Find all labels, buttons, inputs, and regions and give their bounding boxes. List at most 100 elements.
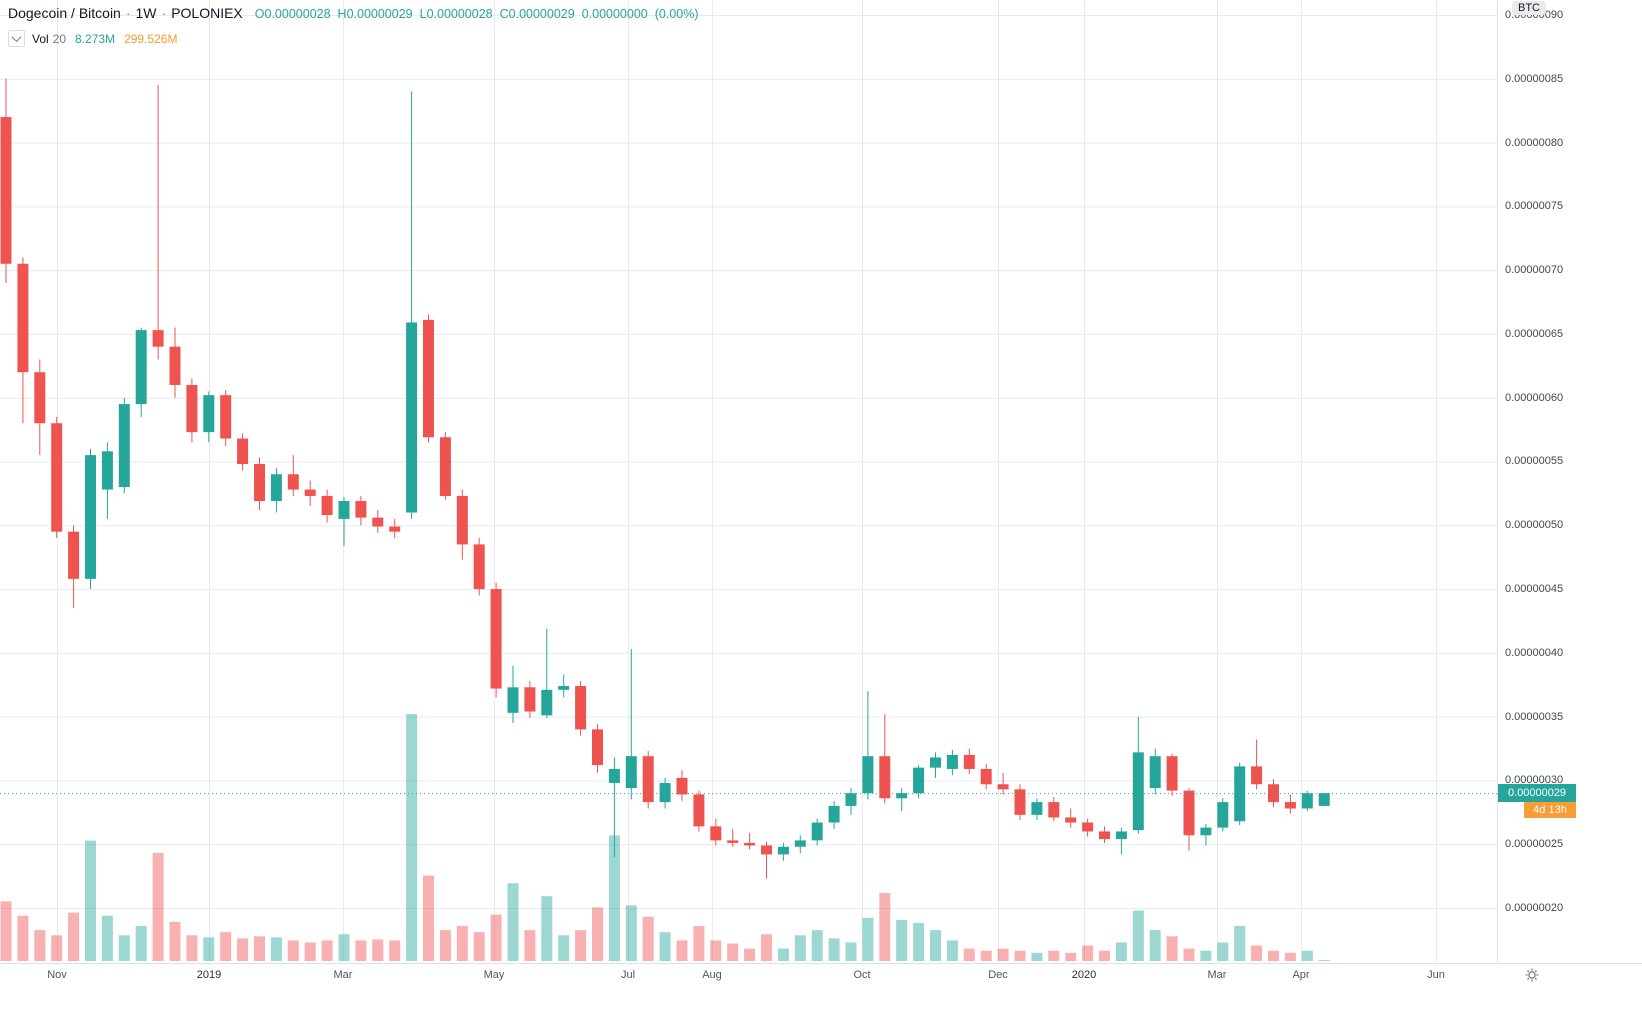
volume-bar [1166,936,1178,961]
candle-body [338,501,350,519]
ohlc-values: O0.00000028 H0.00000029 L0.00000028 C0.0000… [255,5,706,23]
volume-bar [659,932,671,961]
volume-bar [828,938,840,961]
candle-body [1115,831,1127,840]
price-tick-label: 0.00000075 [1505,200,1564,213]
interval-label[interactable]: 1W [135,5,157,21]
volume-bar [811,930,823,961]
chart-canvas[interactable] [0,0,1497,962]
candle-body [254,464,265,502]
price-tick-label: 0.00000020 [1505,901,1564,914]
volume-bar [642,916,654,961]
volume-bar [608,835,620,961]
volume-bar [761,934,772,961]
volume-bar [1217,942,1229,961]
time-scale[interactable]: Nov 2019 Mar May Jul Aug Oct Dec 2020 Mar Apr Jun [0,963,1642,1028]
volume-bar [862,917,874,961]
volume-bar [355,940,367,961]
candle-body [473,544,485,590]
volume-bar [85,840,96,961]
candle-body [946,754,958,769]
candle-body [101,451,113,490]
volume-bar [389,940,401,961]
candle-body [710,826,722,841]
ohlc-open: O0.00000028 [254,7,331,21]
ohlc-change-pct: (0.00%) [654,7,699,21]
volume-bar [1099,950,1110,961]
volume-bar [896,919,908,961]
volume-bar [0,901,12,961]
price-tick-label: 0.00000065 [1505,327,1564,340]
volume-bar [1268,950,1279,961]
volume-bar [625,905,637,961]
current-price-badge: 0.00000029 [1498,784,1576,803]
time-tick-month-label: Oct [853,969,871,981]
volume-bar [118,935,130,961]
time-tick-month-label: May [483,969,505,981]
volume-bar [963,948,975,961]
volume-bar [794,935,806,961]
candle-body [744,842,756,846]
symbol-title[interactable]: Dogecoin / Bitcoin [8,5,121,21]
volume-bar [1115,942,1127,961]
candle-body [490,589,502,689]
settings-gear-icon[interactable] [1524,967,1540,983]
volume-bar [524,930,536,961]
volume-bar [237,938,249,961]
candle-body [930,757,941,768]
candle-body [169,346,181,385]
candle-body [1065,817,1077,823]
candle-body [389,526,401,532]
time-tick-month-label: Nov [47,969,67,981]
volume-bar [456,926,468,961]
volume-bar [101,915,113,961]
candle-body [693,794,705,827]
time-tick-month-label: Aug [702,969,722,981]
candle-body [304,489,316,496]
candle-body [608,768,620,783]
volume-bar [997,948,1009,961]
separator-dot: · [125,5,131,21]
candle-body [51,423,63,532]
volume-bar [1284,952,1296,961]
volume-bar [17,915,29,961]
candle-body [761,845,772,855]
candle-body [828,805,840,823]
candle-body [1149,756,1161,789]
ohlc-low: L0.00000028 [419,7,493,21]
time-tick-month-label: Jul [620,969,636,981]
exchange-label[interactable]: POLONIEX [171,5,243,21]
volume-bar [777,948,789,961]
ohlc-change: 0.00000000 [581,7,648,21]
candle-body [287,474,299,490]
candle-body [1014,789,1026,815]
volume-bar [287,940,299,961]
candle-body [1166,756,1178,791]
candle-body [85,455,96,579]
candle-body [507,687,519,713]
candle-body [203,395,215,433]
volume-indicator-row: Vol 20 8.273M 299.526M [8,30,706,47]
candle-body [1031,802,1043,815]
volume-bar [220,932,232,961]
price-tick-label: 0.00000040 [1505,646,1564,659]
volume-bar [575,930,587,961]
price-tick-label: 0.00000025 [1505,838,1564,851]
candle-body [676,777,688,795]
candle-body [1183,790,1195,836]
volume-bar [1200,950,1212,961]
volume-bar [304,942,316,961]
candle-body [321,495,333,516]
candle-body [862,756,874,794]
price-unit-badge: BTC [1512,1,1546,15]
price-tick-label: 0.00000035 [1505,710,1564,723]
price-scale[interactable]: BTC 0.00000029 4d 13h 0.00000090 0.000000… [1497,0,1642,963]
candle-body [727,840,739,843]
volume-bar [338,934,350,961]
candle-body [0,117,12,264]
volume-indicator-label[interactable]: Vol [32,31,49,46]
candle-body [1200,827,1212,836]
volume-bar [372,939,384,961]
candle-body [406,322,418,513]
collapse-indicator-button[interactable] [8,30,25,47]
